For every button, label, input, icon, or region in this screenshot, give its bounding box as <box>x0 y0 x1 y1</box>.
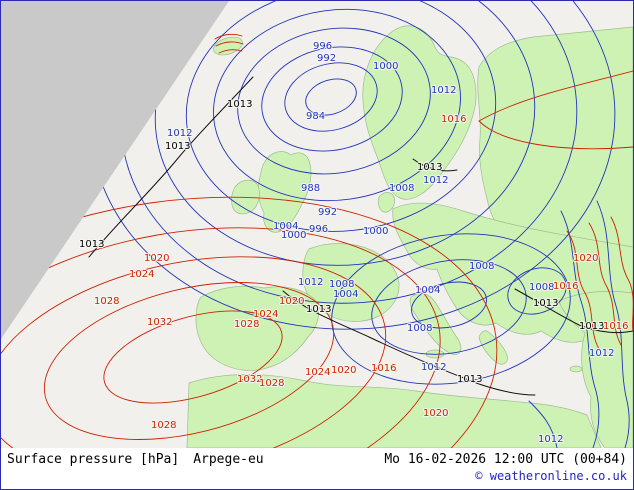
coastline-scandinavia <box>362 25 477 200</box>
isobar-label: 1012 <box>167 128 192 139</box>
valid-datetime: Mo 16-02-2026 12:00 UTC (00+84) <box>384 452 627 467</box>
isobar-label: 1020 <box>423 408 448 419</box>
footer-left: Surface pressure [hPa] Arpege-eu <box>7 452 264 467</box>
isobar-label: 1020 <box>144 253 169 264</box>
isobar-label: 984 <box>306 111 325 122</box>
isobar-label: 1028 <box>259 378 284 389</box>
isobar-label: 1000 <box>281 230 306 241</box>
coastline-denmark <box>378 192 395 213</box>
isobar-label: 1032 <box>147 317 172 328</box>
isobar-label: 1016 <box>371 363 396 374</box>
isobar-label: 996 <box>313 41 332 52</box>
coastline-britain <box>258 151 312 233</box>
isobar-label: 1013 <box>579 321 604 332</box>
isobar-label: 992 <box>317 53 336 64</box>
isobar-label: 1012 <box>538 434 563 445</box>
isobar-layer-high <box>1 33 633 448</box>
isobar-label: 1013 <box>417 162 442 173</box>
isobar-label: 1024 <box>253 309 278 320</box>
isobar-label: 1004 <box>333 289 358 300</box>
isobar-label: 1013 <box>306 304 331 315</box>
copyright: © weatheronline.co.uk <box>475 469 627 483</box>
isobar-label: 1024 <box>129 269 154 280</box>
isobar-label: 1013 <box>79 239 104 250</box>
coastline-iberia <box>195 285 319 371</box>
coastline-iceland <box>213 36 243 56</box>
isobar-label: 1024 <box>305 367 330 378</box>
isobar-label: 1008 <box>469 261 494 272</box>
coastline-cyprus <box>569 365 583 373</box>
isobar-labels-layer: 9969921000984101310121013101210161013101… <box>78 40 630 446</box>
isobar-label: 1020 <box>573 253 598 264</box>
weather-map: 996 992 1000 984 1013 1012 1013 1012 1016 1013 101… <box>1 1 633 448</box>
footer-right: Mo 16-02-2026 12:00 UTC (00+84) © weathe… <box>384 452 627 483</box>
isobar-label: 988 <box>301 183 320 194</box>
status-bar: Surface pressure [hPa] Arpege-eu Mo 16-02… <box>1 448 633 488</box>
isobar-label: 1028 <box>94 296 119 307</box>
isobar-label: 1012 <box>298 277 323 288</box>
model-name: Arpege-eu <box>193 452 264 467</box>
no-data-region <box>1 1 229 339</box>
isobar-label: 1004 <box>273 221 298 232</box>
isobar-label: 1012 <box>589 348 614 359</box>
isobar-label: 996 <box>309 224 328 235</box>
coastline-turkey-middle-east <box>558 290 633 448</box>
isobar-label: 1016 <box>603 321 628 332</box>
isobar-label: 1008 <box>407 323 432 334</box>
isobar-label: 1008 <box>329 279 354 290</box>
isobar-label: 1028 <box>234 319 259 330</box>
isobar-label: 1004 <box>415 285 440 296</box>
isobar-label: 1013 <box>227 99 252 110</box>
isobar-label: 1013 <box>165 141 190 152</box>
isobar-label: 1012 <box>421 362 446 373</box>
isobar-label: 1028 <box>151 420 176 431</box>
isobar-label: 1020 <box>279 296 304 307</box>
isobar-label: 992 <box>318 207 337 218</box>
coastline-north-africa <box>186 374 602 448</box>
isobar-label: 1012 <box>431 85 456 96</box>
isobar-label: 1020 <box>331 365 356 376</box>
map-title: Surface pressure [hPa] <box>7 452 180 467</box>
isobar-label: 1016 <box>441 114 466 125</box>
isobar-label: 1013 <box>533 298 558 309</box>
isobar-label: 1000 <box>363 226 388 237</box>
isobar-label: 1032 <box>237 374 262 385</box>
isobar-layer-1013 <box>88 76 633 396</box>
isobar-label: 1000 <box>373 61 398 72</box>
isobar-label: 1016 <box>553 281 578 292</box>
isobar-label: 1012 <box>423 175 448 186</box>
isobar-layer-low <box>90 1 630 448</box>
surface-pressure-map: 9969921000984101310121013101210161013101… <box>1 1 633 448</box>
isobar-label: 1008 <box>389 183 414 194</box>
isobar-label: 1013 <box>457 374 482 385</box>
isobar-label: 1008 <box>529 282 554 293</box>
